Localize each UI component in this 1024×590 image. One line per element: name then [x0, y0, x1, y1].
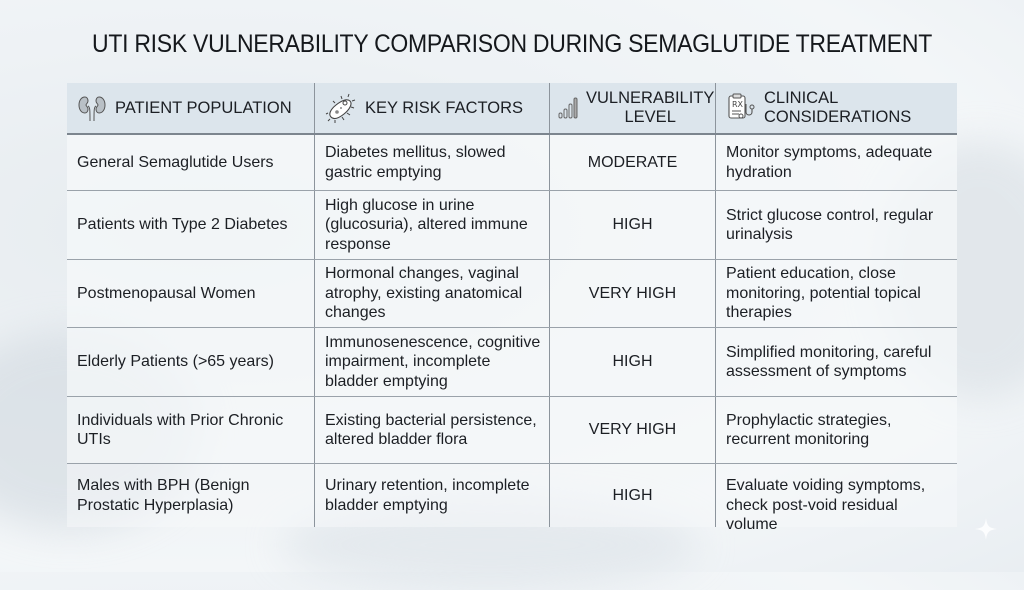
table-row: Patients with Type 2 Diabetes High gluco…	[67, 191, 957, 260]
page-title: UTI RISK VULNERABILITY COMPARISON DURING…	[92, 30, 932, 58]
header-patient-population: PATIENT POPULATION	[67, 83, 315, 133]
cell-population: Postmenopausal Women	[67, 260, 315, 327]
cell-considerations: Monitor symptoms, adequate hydration	[726, 144, 933, 181]
cell-risk-factors: Urinary retention, incomplete bladder em…	[315, 464, 550, 527]
cell-vulnerability-level: HIGH	[550, 191, 716, 259]
cell-vulnerability-level: VERY HIGH	[550, 260, 716, 327]
cell-population: General Semaglutide Users	[67, 135, 315, 190]
cell-considerations: Prophylactic strategies, recurrent monit…	[726, 411, 892, 449]
table-row: Individuals with Prior Chronic UTIs Exis…	[67, 397, 957, 464]
sparkle-icon	[975, 518, 997, 540]
table-header-row: PATIENT POPULATION KEY RISK FACTORS	[67, 83, 957, 135]
cell-population: Males with BPH (Benign Prostatic Hyperpl…	[67, 464, 315, 527]
header-label-line2: CONSIDERATIONS	[764, 108, 912, 126]
header-label: VULNERABILITY LEVEL	[586, 89, 714, 127]
cell-risk-factors: Immunosenescence, cognitive impairment, …	[315, 328, 550, 396]
header-label: CLINICAL CONSIDERATIONS	[764, 89, 911, 127]
cell-considerations: Strict glucose control, regular urinalys…	[726, 206, 934, 244]
cell-risk-factors: High glucose in urine (glucosuria), alte…	[315, 191, 550, 259]
bacteria-icon	[325, 93, 357, 123]
cell-risk-factors: Diabetes mellitus, slowed gastric emptyi…	[315, 135, 550, 190]
svg-text:Rx: Rx	[732, 100, 744, 109]
header-label: PATIENT POPULATION	[115, 98, 292, 117]
header-vulnerability-level: VULNERABILITY LEVEL	[550, 83, 716, 133]
header-label-line1: CLINICAL	[764, 89, 839, 107]
header-key-risk-factors: KEY RISK FACTORS	[315, 83, 550, 133]
table-row: Males with BPH (Benign Prostatic Hyperpl…	[67, 464, 957, 533]
prescription-clipboard-stethoscope-icon: Rx	[726, 92, 756, 124]
header-clinical-considerations: Rx CLINICAL CONSIDERATIONS	[716, 83, 957, 133]
cell-vulnerability-level: HIGH	[550, 464, 716, 527]
cell-risk-factors: Existing bacterial persistence, altered …	[315, 397, 550, 463]
header-label-line1: VULNERABILITY	[586, 89, 715, 107]
cell-considerations: Patient education, close monitoring, pot…	[726, 265, 921, 322]
cell-population: Patients with Type 2 Diabetes	[67, 191, 315, 259]
header-label-line2: LEVEL	[624, 108, 676, 126]
table-row: General Semaglutide Users Diabetes melli…	[67, 135, 957, 191]
cell-vulnerability-level: HIGH	[550, 328, 716, 396]
kidneys-icon	[77, 93, 107, 123]
comparison-table: PATIENT POPULATION KEY RISK FACTORS	[67, 83, 957, 533]
header-label: KEY RISK FACTORS	[365, 98, 524, 117]
cell-vulnerability-level: MODERATE	[550, 135, 716, 190]
cell-population: Elderly Patients (>65 years)	[67, 328, 315, 396]
cell-vulnerability-level: VERY HIGH	[550, 397, 716, 463]
cell-risk-factors: Hormonal changes, vaginal atrophy, exist…	[315, 260, 550, 327]
table-row: Elderly Patients (>65 years) Immunosenes…	[67, 328, 957, 397]
cell-population: Individuals with Prior Chronic UTIs	[67, 397, 315, 463]
cell-considerations: Simplified monitoring, careful assessmen…	[726, 343, 932, 381]
signal-bars-icon	[558, 96, 578, 120]
cell-considerations: Evaluate voiding symptoms, check post-vo…	[726, 477, 926, 533]
table-row: Postmenopausal Women Hormonal changes, v…	[67, 260, 957, 328]
